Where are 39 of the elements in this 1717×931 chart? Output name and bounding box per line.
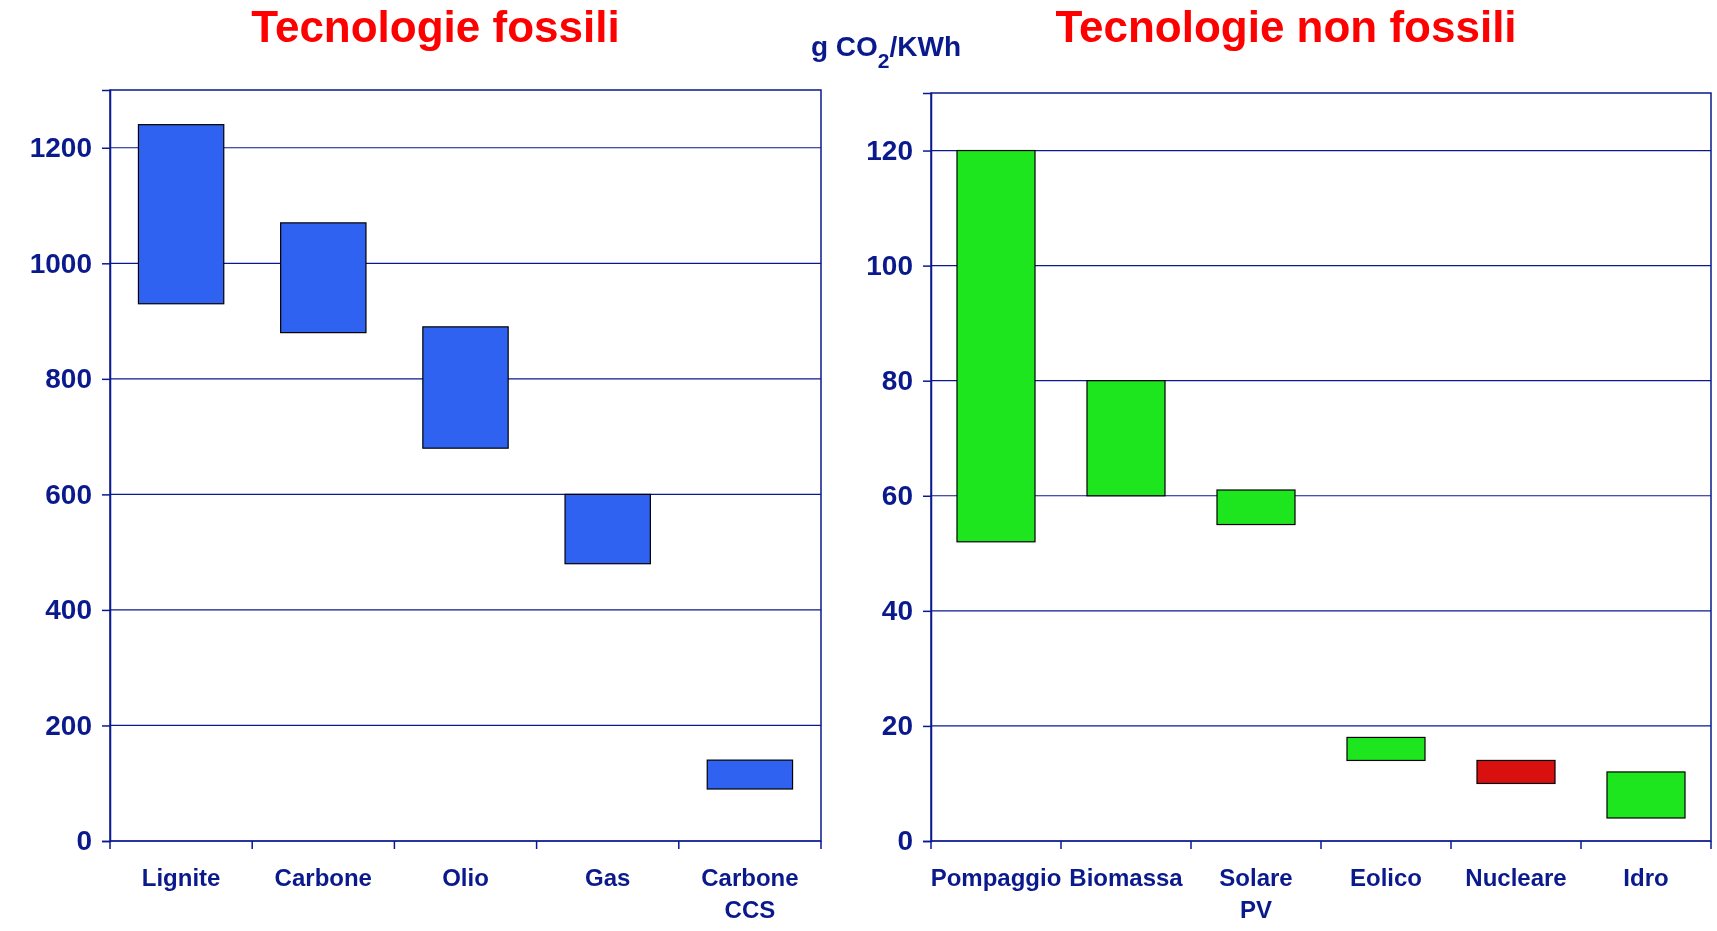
bar bbox=[564, 493, 651, 565]
x-tick-label: Biomassa bbox=[1069, 864, 1184, 891]
y-tick-label: 80 bbox=[881, 365, 913, 397]
x-tick-label: Idro bbox=[1623, 864, 1669, 891]
y-tick-label: 40 bbox=[881, 595, 913, 627]
y-tick-label: 0 bbox=[76, 825, 92, 857]
x-tick-label: Lignite bbox=[141, 864, 221, 891]
bar bbox=[1476, 759, 1556, 785]
chart-title: Tecnologie fossili bbox=[251, 2, 620, 51]
y-tick-label: 0 bbox=[897, 825, 913, 857]
y-tick-label: 1200 bbox=[29, 132, 92, 164]
x-tick-label: Gas bbox=[585, 864, 631, 891]
x-tick-label: Pompaggio bbox=[930, 864, 1062, 891]
y-tick-label: 600 bbox=[45, 478, 92, 510]
bar bbox=[706, 759, 794, 790]
y-tick-label: 20 bbox=[881, 710, 913, 742]
y-tick-label: 100 bbox=[866, 250, 913, 282]
y-tick-label: 60 bbox=[881, 480, 913, 512]
x-tick-label: Nucleare bbox=[1465, 864, 1567, 891]
bar bbox=[1346, 736, 1426, 762]
bar bbox=[280, 222, 367, 334]
x-tick-label: Solare PV bbox=[1219, 864, 1293, 923]
y-tick-label: 120 bbox=[866, 135, 913, 166]
bar bbox=[422, 326, 509, 449]
x-tick-label: Eolico bbox=[1349, 864, 1423, 891]
x-tick-label: Olio bbox=[442, 864, 489, 891]
chart-title: Tecnologie non fossili bbox=[1055, 2, 1517, 51]
y-tick-label: 400 bbox=[45, 594, 92, 626]
bar bbox=[137, 124, 225, 305]
x-tick-label: Carbone CCS bbox=[701, 864, 799, 923]
x-tick-label: Carbone bbox=[274, 864, 372, 891]
bar bbox=[1086, 380, 1166, 497]
y-tick-label: 800 bbox=[45, 363, 92, 395]
bar bbox=[1216, 489, 1296, 526]
y-tick-label: 1000 bbox=[29, 247, 92, 279]
bar bbox=[1606, 771, 1686, 819]
y-tick-label: 200 bbox=[45, 709, 92, 741]
bar bbox=[956, 149, 1036, 543]
y-axis-title: g CO$_{2}$/KWh bbox=[810, 31, 962, 72]
